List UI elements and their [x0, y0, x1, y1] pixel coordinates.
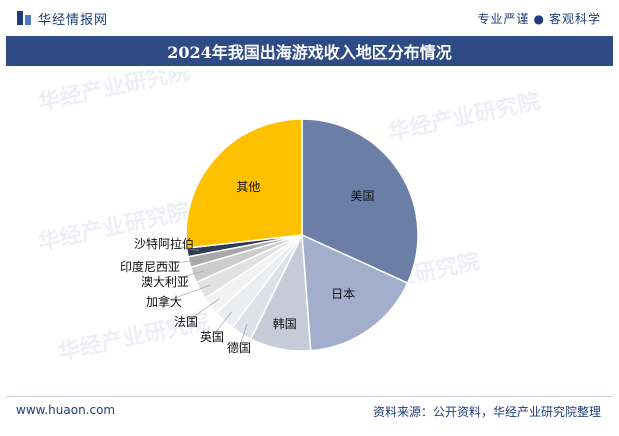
slice-label: 美国 — [350, 189, 374, 203]
dot-separator: ● — [533, 12, 545, 26]
slice-label: 印度尼西亚 — [120, 259, 180, 274]
leader-line — [185, 298, 220, 323]
leader-line — [163, 284, 211, 303]
slice-label: 日本 — [331, 287, 355, 301]
site-name: 华经情报网 — [38, 13, 109, 28]
slice-label: 澳大利亚 — [141, 275, 189, 289]
top-header: 华经情报网 专业严谨 ● 客观科学 — [0, 0, 619, 34]
pie-slice — [301, 118, 419, 285]
pie-slice — [185, 118, 303, 249]
leader-line — [149, 259, 201, 268]
slice-label: 德国 — [227, 340, 251, 355]
chart-title-bar: 2024年我国出海游戏收入地区分布情况 — [6, 36, 613, 66]
watermark-text: 华经产业研究院 — [36, 70, 192, 116]
pie-slices — [185, 118, 419, 352]
leader-line — [163, 243, 199, 251]
slice-label: 英国 — [200, 330, 224, 344]
leader-line — [164, 270, 205, 283]
leader-line — [211, 311, 232, 338]
footer-source: 资料来源：公开资料，华经产业研究院整理 — [372, 405, 601, 419]
slogan: 专业严谨 ● 客观科学 — [477, 10, 601, 27]
slice-label: 加拿大 — [146, 294, 182, 309]
logo-icon — [17, 11, 31, 25]
pie-slice — [301, 233, 409, 352]
footer-divider — [6, 396, 613, 397]
footer-website: www.huaon.com — [16, 403, 116, 417]
slice-label: 其他 — [236, 180, 260, 194]
pie-chart: 华经产业研究院华经产业研究院华经产业研究院华经产业研究院华经产业研究院 美国日本… — [36, 70, 542, 366]
leader-lines — [149, 243, 248, 349]
leader-line — [238, 323, 248, 349]
slice-label: 韩国 — [273, 316, 297, 331]
slice-label: 法国 — [174, 315, 198, 329]
watermark-text: 华经产业研究院 — [386, 88, 542, 145]
slogan-left: 专业严谨 — [477, 12, 530, 26]
chart-title: 2024年我国出海游戏收入地区分布情况 — [167, 43, 452, 62]
slogan-right: 客观科学 — [548, 12, 601, 26]
slice-label: 沙特阿拉伯 — [134, 236, 194, 251]
